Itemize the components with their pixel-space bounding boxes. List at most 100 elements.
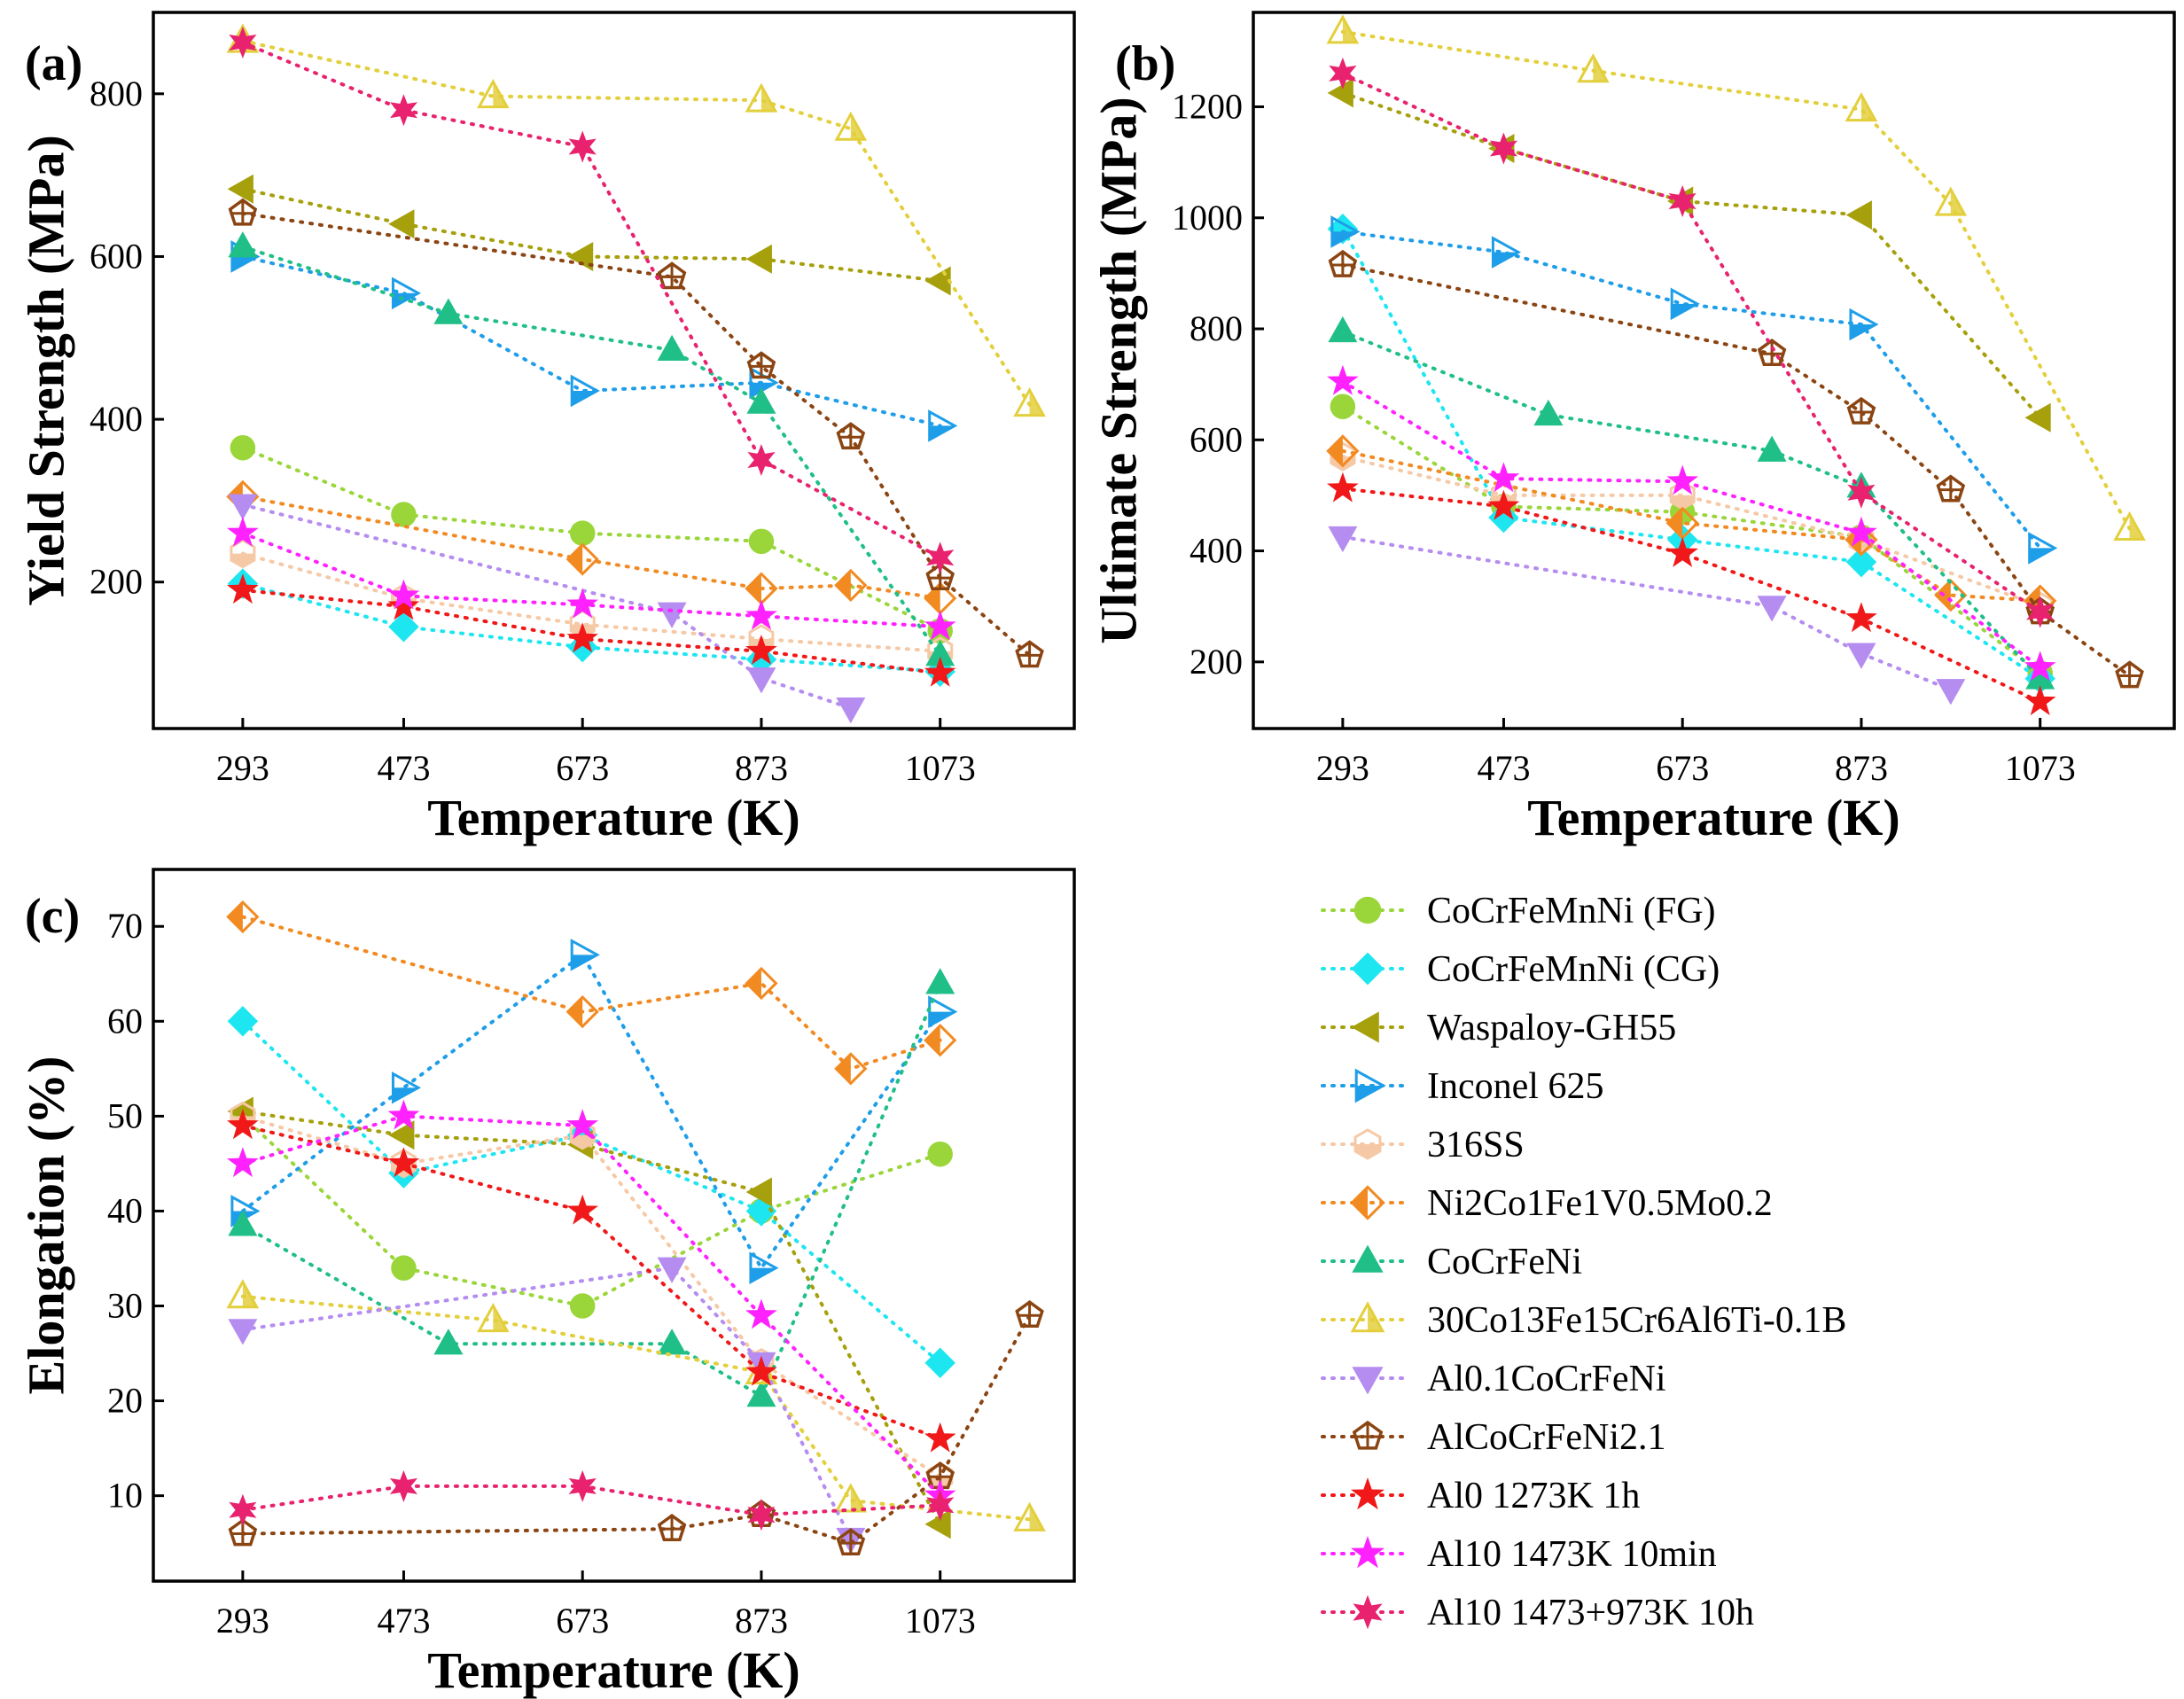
- legend-marker: [1351, 952, 1384, 986]
- data-point-alcocrfeni2-1: [836, 1528, 866, 1556]
- data-point-al10-1473k-10min: [924, 610, 956, 641]
- plot-frame: [152, 868, 1076, 1583]
- y-tick-label: 600: [90, 236, 143, 276]
- data-point-cocrfemnni-fg: [569, 520, 596, 546]
- data-point-inconel-625: [570, 939, 600, 971]
- legend-label: Ni2Co1Fe1V0.5Mo0.2: [1427, 1183, 1773, 1224]
- data-point-al10-1473k-10min: [2024, 651, 2056, 682]
- y-tick-label: 70: [107, 906, 143, 946]
- legend-marker: [1352, 1367, 1384, 1395]
- data-point-waspaloy-gh55: [924, 266, 951, 296]
- data-point-ni2co1fe1v0-5mo0-2: [834, 1052, 868, 1086]
- data-point-inconel-625: [391, 277, 422, 310]
- data-point-cocrfemnni-fg: [391, 1255, 417, 1281]
- x-tick-label: 473: [377, 1601, 430, 1641]
- y-tick-label: 40: [107, 1190, 143, 1230]
- series-line: [240, 503, 853, 710]
- data-point-al0-1273k-1h: [924, 656, 956, 687]
- data-point-cocrfeni: [746, 387, 776, 414]
- legend-entry-cocrfemnni-cg: CoCrFeMnNi (CG): [1321, 949, 1720, 990]
- data-point-alcocrfeni2-1: [1328, 249, 1358, 277]
- x-tick-label: 293: [216, 1601, 269, 1641]
- data-point-al10-1473-973k-10h: [389, 94, 417, 127]
- y-axis-label: Elongation (%): [17, 1056, 74, 1395]
- series-line: [240, 1114, 942, 1479]
- data-point-al0-1cocrfeni: [657, 1257, 687, 1283]
- data-point-cocrfeni: [925, 968, 956, 994]
- y-tick-label: 200: [1190, 642, 1243, 682]
- legend-entry-cocrfeni: CoCrFeNi: [1321, 1242, 1582, 1282]
- series-al10-1473-973k-10h-a: [229, 27, 955, 574]
- legend-label: Waspaloy-GH55: [1427, 1008, 1676, 1048]
- data-point-30co13fe15cr6al6ti-0-1b: [834, 111, 868, 141]
- data-point-cocrfemnni-cg: [227, 1006, 259, 1037]
- series-line: [240, 915, 942, 1072]
- data-point-al0-1cocrfeni: [1846, 643, 1876, 669]
- data-point-30co13fe15cr6al6ti-0-1b: [1845, 92, 1878, 122]
- data-point-30co13fe15cr6al6ti-0-1b: [834, 1483, 868, 1513]
- data-point-cocrfeni: [228, 231, 258, 258]
- data-point-al10-1473-973k-10h: [2026, 596, 2055, 628]
- data-point-ni2co1fe1v0-5mo0-2: [566, 994, 599, 1029]
- x-tick-label: 673: [556, 1601, 609, 1641]
- data-point-cocrfemnni-cg: [924, 1347, 956, 1378]
- series-cocrfemnni-fg-a: [230, 434, 953, 644]
- legend-entry-alcocrfeni2-1: AlCoCrFeNi2.1: [1321, 1417, 1666, 1458]
- data-point-30co13fe15cr6al6ti-0-1b: [226, 1279, 260, 1309]
- data-point-al10-1473k-10min: [387, 579, 420, 610]
- series-line: [240, 1114, 942, 1498]
- series-line: [240, 254, 942, 428]
- data-point-cocrfeni: [1757, 435, 1787, 462]
- data-point-cocrfemnni-fg: [230, 434, 256, 461]
- data-point-inconel-625: [1491, 236, 1522, 269]
- series-alcocrfeni2-1-b: [1328, 249, 2144, 689]
- series-al0-1273k-1h-a: [227, 573, 956, 687]
- data-point-ni2co1fe1v0-5mo0-2: [226, 900, 260, 934]
- data-point-inconel-625: [570, 374, 600, 408]
- legend-label: AlCoCrFeNi2.1: [1427, 1417, 1666, 1458]
- data-point-ni2co1fe1v0-5mo0-2: [924, 1024, 957, 1057]
- data-point-waspaloy-gh55: [227, 174, 254, 204]
- data-point-ni2co1fe1v0-5mo0-2: [566, 542, 599, 576]
- data-point-waspaloy-gh55: [1845, 200, 1872, 230]
- legend-label: Inconel 625: [1427, 1066, 1603, 1107]
- series-al10-1473-973k-10h-b: [1329, 57, 2055, 628]
- y-tick-label: 1200: [1172, 86, 1243, 126]
- data-point-ni2co1fe1v0-5mo0-2: [745, 966, 778, 1001]
- data-point-30co13fe15cr6al6ti-0-1b: [477, 78, 510, 109]
- data-point-al0-1273k-1h: [745, 1355, 777, 1386]
- data-point-al10-1473-973k-10h: [229, 1493, 257, 1526]
- series-30co13fe15cr6al6ti-0-1b-a: [226, 23, 1046, 417]
- series-line: [240, 211, 1032, 658]
- legend-entry-ni2co1fe1v0-5mo0-2: Ni2Co1Fe1V0.5Mo0.2: [1321, 1183, 1773, 1224]
- data-point-cocrfeni: [228, 1210, 258, 1236]
- legend-entry-al0-1273k-1h: Al0 1273K 1h: [1321, 1476, 1640, 1516]
- data-point-al10-1473k-10min: [1666, 464, 1698, 495]
- data-point-waspaloy-gh55: [388, 209, 415, 239]
- data-point-al10-1473k-10min: [227, 516, 259, 547]
- legend-marker: [1353, 1128, 1382, 1160]
- data-point-al0-1273k-1h: [924, 1422, 956, 1453]
- legend-label: 30Co13Fe15Cr6Al6Ti-0.1B: [1427, 1300, 1846, 1341]
- data-point-30co13fe15cr6al6ti-0-1b: [1326, 14, 1360, 44]
- legend-entry-316ss: 316SS: [1321, 1125, 1525, 1165]
- x-tick-label: 873: [1835, 748, 1888, 788]
- data-point-cocrfeni: [657, 334, 687, 362]
- legend-marker: [1351, 1536, 1384, 1569]
- x-tick-label: 293: [1316, 748, 1369, 788]
- series-al10-1473k-10min-a: [227, 516, 956, 641]
- series-line: [1340, 263, 2132, 678]
- y-tick-label: 30: [107, 1286, 143, 1326]
- data-point-inconel-625: [2028, 532, 2058, 565]
- data-point-al10-1473k-10min: [1327, 364, 1359, 395]
- series-al0-1cocrfeni-a: [228, 494, 866, 724]
- y-tick-label: 400: [1190, 531, 1243, 571]
- data-point-waspaloy-gh55: [2024, 402, 2051, 433]
- data-point-waspaloy-gh55: [924, 1509, 951, 1539]
- data-point-alcocrfeni2-1: [1846, 396, 1876, 425]
- series-waspaloy-gh55-c: [227, 1096, 951, 1539]
- x-axis-label: Temperature (K): [427, 789, 800, 846]
- series-alcocrfeni2-1-a: [228, 198, 1044, 668]
- y-tick-label: 800: [90, 74, 143, 113]
- y-tick-label: 60: [107, 1001, 143, 1040]
